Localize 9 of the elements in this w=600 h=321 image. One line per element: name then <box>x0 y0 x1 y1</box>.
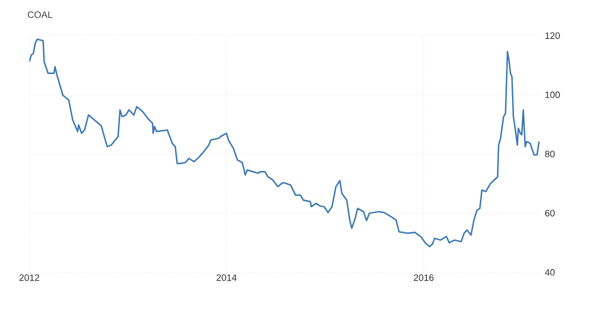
y-tick-label: 100 <box>545 92 560 98</box>
y-tick-label: 60 <box>545 210 555 216</box>
x-tick-label: 2012 <box>19 274 40 281</box>
y-tick-label: 80 <box>545 150 555 158</box>
x-tick-label: 2016 <box>414 274 434 281</box>
chart-title: COAL <box>28 11 52 18</box>
y-tick-label: 40 <box>544 269 555 276</box>
x-tick-label: 2014 <box>216 274 237 281</box>
y-tick-label: 120 <box>545 32 560 39</box>
